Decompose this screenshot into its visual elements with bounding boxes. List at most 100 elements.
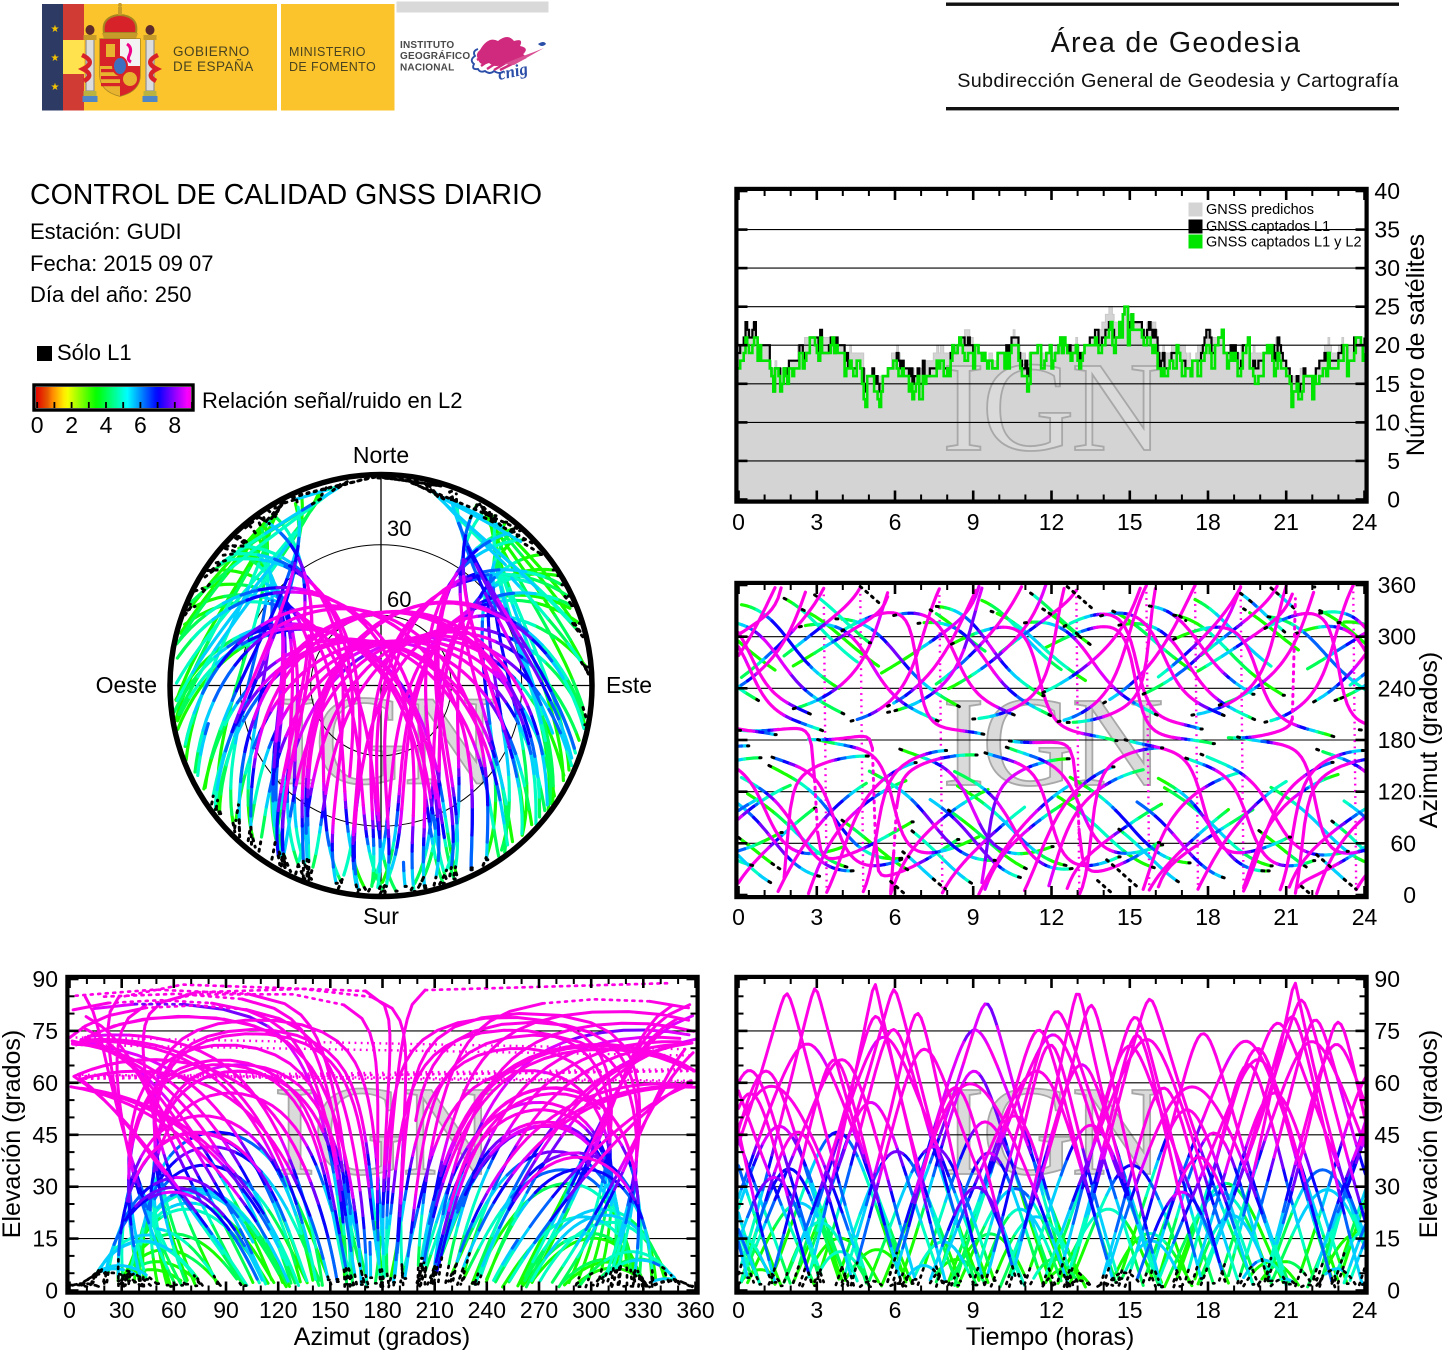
svg-text:12: 12 [1039,509,1065,535]
svg-text:10: 10 [1374,409,1400,435]
svg-text:0: 0 [1387,1278,1400,1304]
svg-text:60: 60 [32,1070,58,1096]
svg-text:24: 24 [1352,509,1378,535]
svg-text:6: 6 [889,1297,902,1323]
svg-text:12: 12 [1039,904,1065,930]
svg-text:21: 21 [1273,1297,1299,1323]
svg-text:330: 330 [624,1297,662,1323]
svg-text:60: 60 [1390,830,1416,856]
svg-text:20: 20 [1374,332,1400,358]
svg-text:DE FOMENTO: DE FOMENTO [289,60,376,74]
svg-text:15: 15 [1374,371,1400,397]
svg-text:21: 21 [1273,509,1299,535]
svg-text:0: 0 [1403,882,1416,908]
svg-text:210: 210 [416,1297,454,1323]
svg-text:9: 9 [967,1297,980,1323]
svg-text:4: 4 [100,412,113,438]
svg-text:0: 0 [732,904,745,930]
svg-text:Azimut (grados): Azimut (grados) [1415,652,1443,828]
svg-text:15: 15 [32,1226,58,1252]
svg-text:270: 270 [520,1297,558,1323]
svg-text:2: 2 [65,412,78,438]
svg-text:0: 0 [63,1297,76,1323]
svg-text:6: 6 [889,904,902,930]
svg-text:Elevación (grados): Elevación (grados) [1415,1030,1443,1238]
svg-text:35: 35 [1374,217,1400,243]
svg-text:75: 75 [32,1018,58,1044]
svg-text:MINISTERIO: MINISTERIO [289,45,366,59]
svg-text:15: 15 [1117,509,1143,535]
svg-text:IGN: IGN [942,336,1161,478]
svg-text:30: 30 [109,1297,135,1323]
svg-text:45: 45 [32,1122,58,1148]
svg-text:21: 21 [1273,904,1299,930]
svg-text:0: 0 [1387,487,1400,513]
svg-text:60: 60 [1374,1070,1400,1096]
svg-text:360: 360 [1378,572,1416,598]
svg-text:Día del año: 250: Día del año: 250 [30,282,191,307]
svg-text:15: 15 [1374,1226,1400,1252]
svg-text:180: 180 [363,1297,401,1323]
svg-text:360: 360 [676,1297,714,1323]
svg-text:30: 30 [387,516,411,541]
svg-text:0: 0 [732,1297,745,1323]
svg-text:NACIONAL: NACIONAL [400,62,454,73]
svg-text:15: 15 [1117,1297,1143,1323]
svg-text:90: 90 [213,1297,239,1323]
svg-text:Subdirección General de Geodes: Subdirección General de Geodesia y Carto… [957,70,1399,92]
svg-text:90: 90 [1374,966,1400,992]
svg-text:3: 3 [810,1297,823,1323]
svg-text:180: 180 [1378,727,1416,753]
svg-text:240: 240 [468,1297,506,1323]
svg-text:18: 18 [1195,1297,1221,1323]
svg-text:Relación señal/ruido en L2: Relación señal/ruido en L2 [202,388,463,413]
svg-text:★: ★ [51,24,60,35]
svg-text:★: ★ [51,82,60,93]
svg-text:Oeste: Oeste [96,672,157,698]
svg-text:75: 75 [1374,1018,1400,1044]
svg-text:GNSS captados L1 y L2: GNSS captados L1 y L2 [1206,235,1362,251]
svg-text:DE ESPAÑA: DE ESPAÑA [173,59,254,74]
svg-text:Sur: Sur [363,903,399,929]
svg-text:Elevación (grados): Elevación (grados) [0,1030,26,1238]
svg-text:Sólo L1: Sólo L1 [57,340,132,365]
svg-text:0: 0 [45,1278,58,1304]
svg-text:60: 60 [387,587,411,612]
svg-text:GNSS captados L1: GNSS captados L1 [1206,219,1330,235]
svg-text:15: 15 [1117,904,1143,930]
svg-text:150: 150 [311,1297,349,1323]
svg-text:6: 6 [889,509,902,535]
svg-text:30: 30 [32,1174,58,1200]
svg-text:60: 60 [161,1297,187,1323]
svg-text:9: 9 [967,509,980,535]
svg-text:★: ★ [51,53,60,64]
svg-text:120: 120 [259,1297,297,1323]
svg-text:GOBIERNO: GOBIERNO [173,44,250,59]
svg-text:Tiempo (horas): Tiempo (horas) [966,1323,1135,1350]
svg-text:Norte: Norte [353,442,409,468]
svg-text:Fecha: 2015 09 07: Fecha: 2015 09 07 [30,251,213,276]
svg-text:24: 24 [1352,904,1378,930]
svg-text:30: 30 [1374,1174,1400,1200]
svg-text:5: 5 [1387,448,1400,474]
svg-text:INSTITUTO: INSTITUTO [400,40,454,51]
svg-text:18: 18 [1195,904,1221,930]
svg-text:Este: Este [606,672,652,698]
svg-text:25: 25 [1374,294,1400,320]
svg-text:Número de satélites: Número de satélites [1402,234,1430,456]
svg-text:3: 3 [810,509,823,535]
svg-text:300: 300 [572,1297,610,1323]
svg-text:0: 0 [732,509,745,535]
svg-text:6: 6 [134,412,147,438]
svg-text:30: 30 [1374,255,1400,281]
svg-text:0: 0 [31,412,44,438]
svg-text:12: 12 [1039,1297,1065,1323]
svg-text:90: 90 [32,966,58,992]
svg-text:300: 300 [1378,624,1416,650]
svg-text:8: 8 [168,412,181,438]
svg-text:Estación: GUDI: Estación: GUDI [30,219,182,244]
svg-text:240: 240 [1378,675,1416,701]
svg-text:120: 120 [1378,779,1416,805]
svg-text:CONTROL DE CALIDAD GNSS DIARIO: CONTROL DE CALIDAD GNSS DIARIO [30,179,542,211]
svg-text:GNSS predichos: GNSS predichos [1206,202,1314,218]
